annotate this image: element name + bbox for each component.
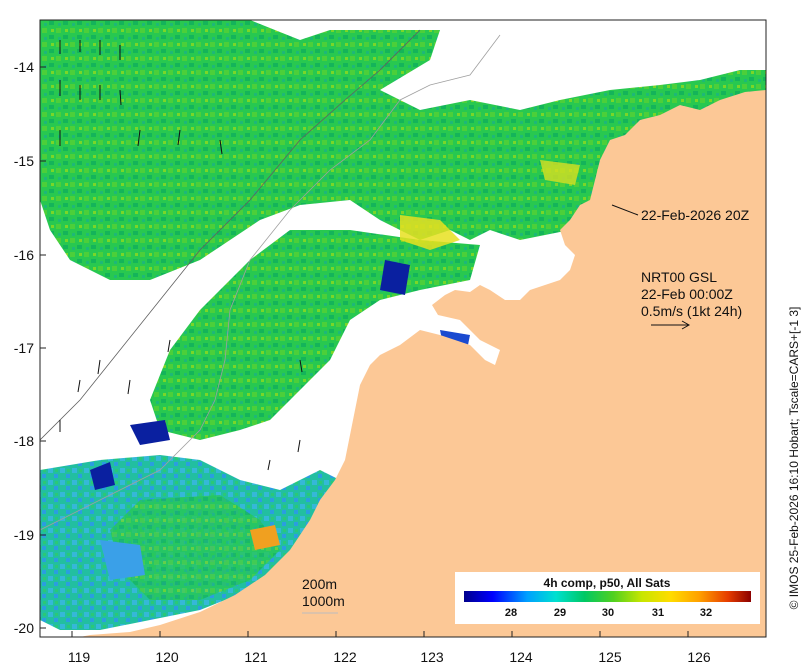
depth-label-200m: 200m bbox=[302, 576, 337, 592]
lon-tick-126: 126 bbox=[687, 649, 711, 665]
lon-tick-labels: 119 120 121 122 123 124 125 126 bbox=[68, 649, 711, 665]
lat-tick-20: -20 bbox=[14, 620, 34, 636]
colorbar-tick-29: 29 bbox=[554, 607, 566, 619]
colorbar-tick-30: 30 bbox=[602, 607, 614, 619]
lat-tick-18: -18 bbox=[14, 433, 34, 449]
isobath-1000m bbox=[40, 29, 421, 441]
current-scale: 0.5m/s (1kt 24h) bbox=[641, 303, 742, 319]
lat-tick-14: -14 bbox=[14, 59, 34, 75]
lon-tick-119: 119 bbox=[68, 649, 91, 665]
lon-tick-121: 121 bbox=[244, 649, 268, 665]
lon-tick-125: 125 bbox=[598, 649, 622, 665]
plot-frame bbox=[39, 19, 767, 638]
lon-tick-120: 120 bbox=[155, 649, 179, 665]
colorbar-tick-32: 32 bbox=[700, 607, 712, 619]
lon-tick-122: 122 bbox=[333, 649, 357, 665]
colorbar-tick-31: 31 bbox=[652, 607, 664, 619]
lat-tick-15: -15 bbox=[14, 153, 34, 169]
lat-tick-19: -19 bbox=[14, 527, 34, 543]
colorbar: 4h comp, p50, All Sats 28 29 30 31 32 bbox=[455, 572, 760, 624]
colorbar-title: 4h comp, p50, All Sats bbox=[544, 576, 671, 590]
time-label-pointer bbox=[611, 204, 639, 216]
depth-label-1000m: 1000m bbox=[302, 593, 345, 609]
credit-text: © IMOS 25-Feb-2026 16:10 Hobart; Tscale=… bbox=[787, 307, 801, 610]
isobath-200m bbox=[40, 34, 501, 531]
lat-ticks bbox=[40, 66, 46, 629]
lon-ticks bbox=[71, 631, 689, 637]
time-label: 22-Feb-2026 20Z bbox=[641, 207, 750, 223]
scale-arrow-icon bbox=[651, 320, 691, 330]
colorbar-tick-28: 28 bbox=[505, 607, 517, 619]
lat-tick-labels: -14 -15 -16 -17 -18 -19 -20 bbox=[14, 59, 34, 636]
lat-tick-17: -17 bbox=[14, 340, 34, 356]
colorbar-gradient bbox=[464, 591, 751, 602]
land bbox=[80, 90, 766, 637]
current-date: 22-Feb 00:00Z bbox=[641, 286, 733, 302]
current-title: NRT00 GSL bbox=[641, 269, 717, 285]
current-vectors bbox=[59, 40, 303, 471]
lon-tick-124: 124 bbox=[509, 649, 533, 665]
lon-tick-123: 123 bbox=[420, 649, 444, 665]
lat-tick-16: -16 bbox=[14, 247, 34, 263]
